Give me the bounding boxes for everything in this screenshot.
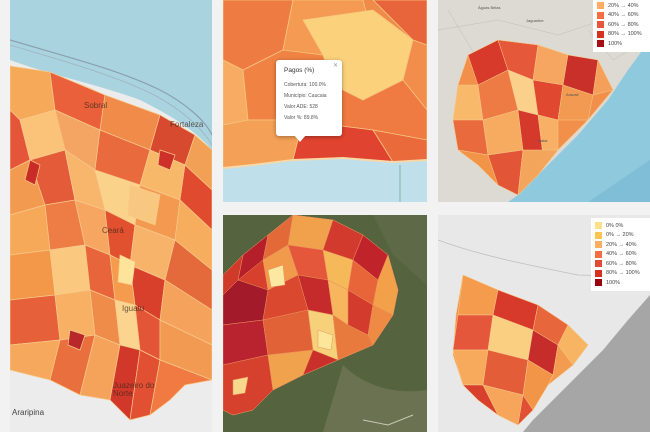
legend-item: 60% → 80% bbox=[595, 259, 645, 269]
legend-label: 60% → 80% bbox=[608, 21, 639, 28]
legend-item: 100% bbox=[595, 278, 645, 288]
legend-label: 60% → 80% bbox=[606, 260, 637, 267]
legend-item: 40% → 60% bbox=[595, 250, 645, 260]
legend-item: 0% → 20% bbox=[595, 231, 645, 241]
legend-item: 80% → 100% bbox=[595, 269, 645, 279]
legend-label: 0% → 20% bbox=[606, 232, 634, 239]
state-label-ceara: Ceará bbox=[102, 226, 124, 235]
legend-item: 40% → 60% bbox=[597, 11, 647, 21]
popup-tip bbox=[294, 135, 306, 142]
popup-title: Pagos (%) bbox=[284, 67, 315, 74]
legend-swatch bbox=[597, 40, 604, 48]
legend-item: 60% → 80% bbox=[597, 20, 647, 30]
map-panel-grey[interactable]: 0% 0% 0% → 20% 20% → 40% 40% → 60% 60% →… bbox=[438, 215, 650, 432]
legend-swatch bbox=[597, 30, 604, 38]
legend-item: 20% → 40% bbox=[597, 1, 647, 11]
legend-label: 80% → 100% bbox=[608, 31, 642, 38]
choropleth-map bbox=[10, 0, 212, 432]
legend-label: 40% → 60% bbox=[608, 12, 639, 19]
popup-line-1: Cobertura: 100.0% bbox=[284, 82, 326, 88]
choropleth-map-grey bbox=[438, 215, 650, 432]
legend-swatch bbox=[595, 269, 602, 277]
coast-line bbox=[10, 39, 212, 136]
choropleth-map-topo bbox=[438, 0, 650, 202]
topo-label-jaguaribe: Jaguaribe bbox=[526, 18, 544, 23]
topo-label-aracati: Aracati bbox=[566, 92, 579, 97]
legend-swatch bbox=[595, 241, 602, 249]
legend-swatch bbox=[597, 11, 604, 19]
legend-item: 80% → 100% bbox=[597, 30, 647, 40]
city-label-fortaleza: Fortaleza bbox=[170, 120, 204, 129]
popup-line-4: Valor %: 89.8% bbox=[284, 115, 319, 121]
legend-swatch bbox=[595, 250, 602, 258]
legend-label: 80% → 100% bbox=[606, 270, 640, 277]
legend-grey: 0% 0% 0% → 20% 20% → 40% 40% → 60% 60% →… bbox=[591, 218, 650, 291]
map-panel-zoom-popup[interactable]: ✕ Pagos (%) Cobertura: 100.0% Município:… bbox=[223, 0, 427, 202]
legend-item: 20% → 40% bbox=[595, 240, 645, 250]
legend-label: 20% → 40% bbox=[608, 2, 639, 9]
legend-item: 100% bbox=[597, 39, 647, 49]
legend-item: 0% 0% bbox=[595, 221, 645, 231]
topo-label-aguas-belas: Águas Belas bbox=[478, 5, 501, 10]
popup-line-3: Valor ADE: 528 bbox=[284, 104, 318, 110]
topo-label-natal: Natal bbox=[538, 138, 548, 143]
legend-swatch bbox=[597, 21, 604, 29]
popup-line-2: Município: Caucaia bbox=[284, 93, 327, 99]
municipalities bbox=[10, 65, 212, 421]
legend-label: 100% bbox=[606, 279, 621, 286]
city-label-juazeiro: Juazeiro do Norte bbox=[113, 381, 155, 398]
legend-label: 100% bbox=[608, 40, 623, 47]
map-panel-ceara[interactable]: Fortaleza Sobral Ceará Iguatu Juazeiro d… bbox=[10, 0, 212, 432]
city-label-araripina: Araripina bbox=[12, 408, 45, 417]
legend-label: 0% 0% bbox=[606, 222, 624, 229]
legend-swatch bbox=[595, 231, 602, 239]
legend-topo: 20% → 40% 40% → 60% 60% → 80% 80% → 100%… bbox=[593, 0, 650, 52]
legend-swatch bbox=[595, 222, 602, 230]
city-label-iguatu: Iguatu bbox=[122, 304, 145, 313]
map-panel-satellite[interactable] bbox=[223, 215, 427, 432]
map-panel-topo[interactable]: Águas Belas Jaguaribe Aracati Natal 20% … bbox=[438, 0, 650, 202]
legend-label: 40% → 60% bbox=[606, 251, 637, 258]
legend-swatch bbox=[595, 260, 602, 268]
choropleth-map-satellite bbox=[223, 215, 427, 432]
legend-label: 20% → 40% bbox=[606, 241, 637, 248]
coast-line-2 bbox=[10, 44, 212, 146]
legend-swatch bbox=[595, 279, 602, 287]
legend-swatch bbox=[597, 2, 604, 10]
close-icon[interactable]: ✕ bbox=[332, 63, 338, 69]
city-label-sobral: Sobral bbox=[84, 101, 108, 110]
info-popup[interactable]: ✕ Pagos (%) Cobertura: 100.0% Município:… bbox=[276, 60, 342, 136]
